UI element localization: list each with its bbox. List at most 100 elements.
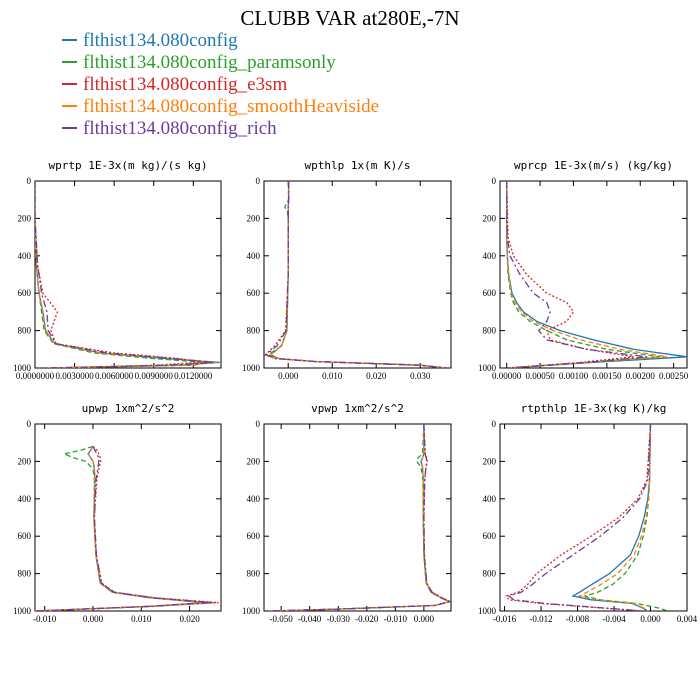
legend-item: flthist134.080config_e3sm [62, 74, 379, 96]
x-tick-label: 0.000 [414, 614, 435, 624]
panel-title: wprtp 1E-3x(m kg)/(s kg) [49, 159, 208, 172]
chart-panel: wpthlp 1x(m K)/s 0 200 400 600 800 1000 0.000 0.… [242, 159, 452, 381]
series-line [269, 424, 451, 611]
legend-swatch [62, 82, 77, 85]
y-tick-label: 400 [18, 251, 32, 261]
panel-title: wpthlp 1x(m K)/s [305, 159, 411, 172]
chart-panel: wprtp 1E-3x(m kg)/(s kg) 0 200 400 600 800 100… [13, 159, 222, 381]
x-tick-label: -0.008 [566, 614, 590, 624]
plot-frame [263, 180, 452, 369]
y-tick-label: 1000 [242, 363, 261, 373]
legend-swatch [62, 126, 77, 129]
series-line [35, 181, 201, 368]
y-tick-label: 200 [247, 213, 261, 223]
y-tick-label: 0 [492, 419, 497, 429]
legend-label: flthist134.080config_e3sm [83, 74, 288, 95]
legend-swatch [62, 38, 77, 41]
series-line [506, 181, 661, 368]
y-tick-label: 0 [256, 419, 261, 429]
chart-panel: wprcp 1E-3x(m/s) (kg/kg) 0 200 400 600 800 100… [478, 159, 689, 381]
y-tick-label: 200 [247, 456, 261, 466]
x-tick-label: 0.00000 [492, 371, 522, 381]
x-tick-label: -0.010 [33, 614, 57, 624]
legend-label: flthist134.080config_smoothHeaviside [83, 96, 380, 117]
y-tick-label: 1000 [13, 363, 32, 373]
series-line [264, 181, 447, 368]
series-line [505, 424, 652, 611]
y-tick-label: 1000 [13, 606, 32, 616]
y-tick-label: 600 [247, 288, 261, 298]
legend: flthist134.080config flthist134.080confi… [62, 30, 379, 140]
y-tick-label: 200 [18, 213, 32, 223]
panel-title: rtpthlp 1E-3x(kg K)/kg [521, 402, 667, 415]
y-tick-label: 800 [483, 326, 497, 336]
y-tick-label: 800 [18, 326, 32, 336]
legend-label: flthist134.080config_paramsonly [83, 52, 336, 73]
y-tick-label: 600 [247, 531, 261, 541]
x-tick-label: -0.016 [493, 614, 517, 624]
y-tick-label: 800 [247, 569, 261, 579]
series-line [506, 181, 687, 368]
series-line [35, 181, 220, 368]
x-tick-label: -0.012 [529, 614, 552, 624]
legend-swatch [62, 104, 77, 107]
x-tick-label: -0.004 [602, 614, 626, 624]
y-tick-label: 0 [256, 176, 261, 186]
series-line [507, 424, 652, 611]
y-tick-label: 0 [492, 176, 497, 186]
x-tick-label: 0.0090000 [135, 371, 174, 381]
y-tick-label: 200 [483, 213, 497, 223]
panel-title: upwp 1xm^2/s^2 [82, 402, 175, 415]
series-line [35, 181, 207, 368]
x-tick-label: 0.004 [677, 614, 698, 624]
y-tick-label: 200 [18, 456, 32, 466]
y-tick-label: 800 [18, 569, 32, 579]
x-tick-label: 0.000 [640, 614, 661, 624]
x-tick-label: 0.00150 [592, 371, 622, 381]
series-line [506, 181, 668, 368]
series-line [506, 181, 647, 368]
plot-frame [499, 423, 688, 612]
legend-item: flthist134.080config_smoothHeaviside [62, 96, 379, 118]
y-tick-label: 1000 [242, 606, 261, 616]
series-line [577, 424, 652, 611]
y-tick-label: 400 [247, 494, 261, 504]
panel-title: vpwp 1xm^2/s^2 [311, 402, 404, 415]
x-tick-label: -0.010 [384, 614, 408, 624]
x-tick-label: 0.020 [366, 371, 387, 381]
x-tick-label: 0.0000000 [16, 371, 55, 381]
legend-item: flthist134.080config_rich [62, 118, 379, 140]
y-tick-label: 400 [247, 251, 261, 261]
series-line [571, 424, 652, 611]
x-tick-label: 0.00200 [626, 371, 656, 381]
y-tick-label: 400 [483, 494, 497, 504]
series-line [35, 181, 218, 368]
x-tick-label: -0.030 [327, 614, 351, 624]
x-tick-label: -0.020 [355, 614, 379, 624]
legend-item: flthist134.080config_paramsonly [62, 52, 379, 74]
x-tick-label: 0.00100 [559, 371, 589, 381]
y-tick-label: 200 [483, 456, 497, 466]
y-tick-label: 800 [483, 569, 497, 579]
series-line [264, 181, 447, 368]
x-tick-label: 0.010 [322, 371, 343, 381]
series-line [269, 181, 447, 368]
plot-frame [34, 423, 222, 612]
y-tick-label: 600 [18, 288, 32, 298]
y-tick-label: 0 [27, 176, 32, 186]
plot-frame [263, 423, 452, 612]
panel-title: wprcp 1E-3x(m/s) (kg/kg) [514, 159, 673, 172]
series-line [506, 181, 634, 368]
x-tick-label: 0.000 [83, 614, 104, 624]
y-tick-label: 800 [247, 326, 261, 336]
chart-panel: upwp 1xm^2/s^2 0 200 400 600 800 1000-0.010 0.0… [13, 402, 222, 624]
x-tick-label: -0.050 [270, 614, 294, 624]
y-tick-label: 0 [27, 419, 32, 429]
series-line [35, 446, 205, 611]
x-tick-label: 0.0060000 [95, 371, 134, 381]
x-tick-label: 0.030 [410, 371, 431, 381]
x-tick-label: 0.010 [131, 614, 152, 624]
series-line [35, 445, 214, 611]
